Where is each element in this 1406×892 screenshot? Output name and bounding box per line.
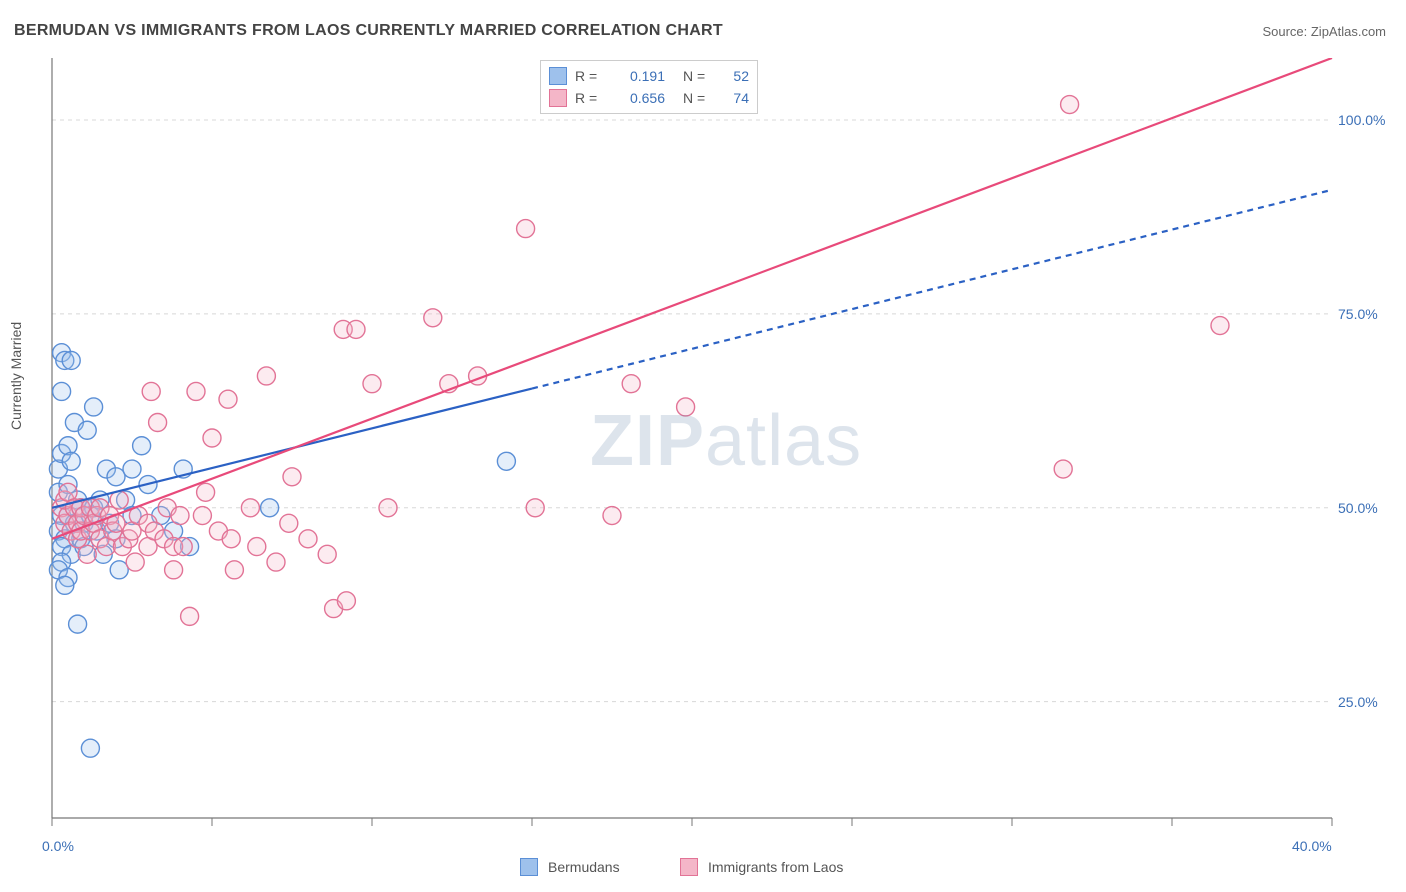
y-tick-label: 50.0% [1338,500,1378,516]
source-attribution: Source: ZipAtlas.com [1262,24,1386,39]
r-label: R = [575,68,605,84]
chart-title: BERMUDAN VS IMMIGRANTS FROM LAOS CURRENT… [14,22,723,40]
r-value: 0.656 [613,90,665,106]
series-legend-bermudans: Bermudans [520,858,620,876]
y-tick-label: 100.0% [1338,112,1385,128]
legend-label: Immigrants from Laos [708,859,843,875]
n-label: N = [683,90,713,106]
n-label: N = [683,68,713,84]
y-tick-label: 75.0% [1338,306,1378,322]
swatch-icon [549,89,567,107]
r-label: R = [575,90,605,106]
n-value: 52 [721,68,749,84]
legend-row: R = 0.656 N = 74 [549,87,749,109]
y-axis-label: Currently Married [8,322,24,430]
n-value: 74 [721,90,749,106]
swatch-icon [549,67,567,85]
y-tick-label: 25.0% [1338,694,1378,710]
swatch-icon [680,858,698,876]
x-tick-label: 40.0% [1292,838,1332,854]
scatter-chart-svg [44,58,1384,848]
legend-row: R = 0.191 N = 52 [549,65,749,87]
legend-label: Bermudans [548,859,620,875]
chart-area [44,58,1384,818]
series-legend-laos: Immigrants from Laos [680,858,843,876]
x-tick-label: 0.0% [42,838,74,854]
swatch-icon [520,858,538,876]
r-value: 0.191 [613,68,665,84]
correlation-legend: R = 0.191 N = 52 R = 0.656 N = 74 [540,60,758,114]
